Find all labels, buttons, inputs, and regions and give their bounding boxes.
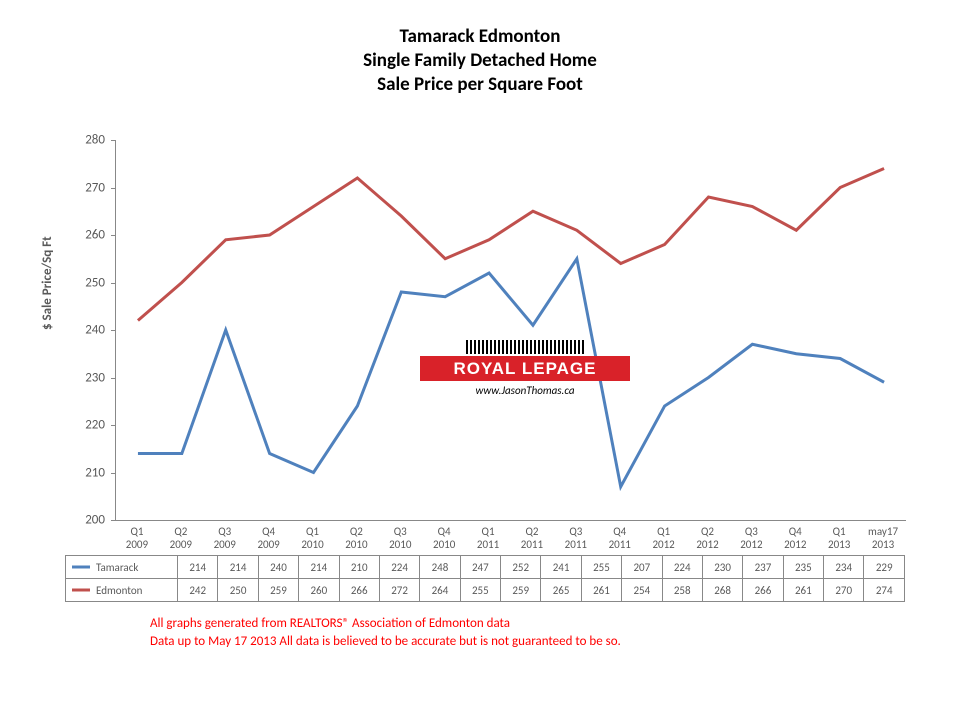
xtick-label: Q42010 — [422, 525, 466, 551]
value-cell: 268 — [702, 579, 742, 602]
value-cell: 254 — [622, 579, 662, 602]
xtick-label: may172013 — [861, 525, 905, 551]
value-cell: 266 — [339, 579, 379, 602]
xtick-label: Q32012 — [729, 525, 773, 551]
ytick-label: 230 — [65, 370, 105, 385]
y-axis-label: $ Sale Price/Sq Ft — [40, 236, 55, 330]
xtick-label: Q22010 — [334, 525, 378, 551]
series-name-cell: Tamarack — [66, 556, 178, 579]
series-name-cell: Edmonton — [66, 579, 178, 602]
ytick-label: 240 — [65, 323, 105, 338]
table-row: Tamarack21421424021421022424824725224125… — [66, 556, 905, 579]
value-cell: 229 — [864, 556, 905, 579]
xtick-label: Q42011 — [598, 525, 642, 551]
xtick-label: Q42009 — [247, 525, 291, 551]
xtick-label: Q22011 — [510, 525, 554, 551]
value-cell: 270 — [824, 579, 864, 602]
logo-brand: ROYAL LEPAGE — [420, 356, 630, 381]
footnote: All graphs generated from REALTORS® Asso… — [150, 615, 621, 650]
xtick-label: Q32010 — [378, 525, 422, 551]
footnote-line-2: Data up to May 17 2013 All data is belie… — [150, 633, 621, 651]
value-cell: 255 — [460, 579, 500, 602]
table-row: Edmonton24225025926026627226425525926526… — [66, 579, 905, 602]
value-cell: 240 — [258, 556, 298, 579]
plot-area — [115, 140, 906, 521]
value-cell: 242 — [178, 579, 218, 602]
value-cell: 237 — [743, 556, 783, 579]
logo-bars — [420, 340, 630, 354]
value-cell: 266 — [743, 579, 783, 602]
value-cell: 224 — [379, 556, 419, 579]
chart-area: 200210220230240250260270280Q12009Q22009Q… — [115, 140, 905, 520]
xtick-label: Q22012 — [686, 525, 730, 551]
data-table-body: Tamarack21421424021421022424824725224125… — [66, 556, 905, 602]
value-cell: 207 — [622, 556, 662, 579]
logo-url: www.JasonThomas.ca — [420, 384, 630, 397]
watermark-logo: ROYAL LEPAGE www.JasonThomas.ca — [420, 340, 630, 397]
title-line-1: Tamarack Edmonton — [0, 25, 960, 49]
xtick-label: Q32011 — [554, 525, 598, 551]
xtick-label: Q22009 — [159, 525, 203, 551]
value-cell: 214 — [299, 556, 339, 579]
ytick-label: 280 — [65, 133, 105, 148]
value-cell: 224 — [662, 556, 702, 579]
value-cell: 250 — [218, 579, 258, 602]
value-cell: 241 — [541, 556, 581, 579]
chart-title: Tamarack Edmonton Single Family Detached… — [0, 0, 960, 96]
xtick-label: Q12012 — [642, 525, 686, 551]
value-cell: 272 — [379, 579, 419, 602]
ytick-label: 200 — [65, 513, 105, 528]
title-line-3: Sale Price per Square Foot — [0, 73, 960, 97]
value-cell: 261 — [783, 579, 823, 602]
xtick-label: Q12010 — [291, 525, 335, 551]
data-table: Tamarack21421424021421022424824725224125… — [65, 555, 905, 602]
ytick-label: 260 — [65, 228, 105, 243]
value-cell: 247 — [460, 556, 500, 579]
xtick-label: Q32009 — [203, 525, 247, 551]
line-svg — [116, 140, 906, 520]
value-cell: 274 — [864, 579, 905, 602]
value-cell: 235 — [783, 556, 823, 579]
value-cell: 214 — [178, 556, 218, 579]
value-cell: 234 — [824, 556, 864, 579]
footnote-line-1: All graphs generated from REALTORS® Asso… — [150, 615, 621, 633]
xtick-label: Q12011 — [466, 525, 510, 551]
ytick-label: 210 — [65, 465, 105, 480]
value-cell: 261 — [581, 579, 621, 602]
ytick-label: 220 — [65, 418, 105, 433]
ytick-label: 270 — [65, 180, 105, 195]
xtick-label: Q12009 — [115, 525, 159, 551]
xtick-label: Q12013 — [817, 525, 861, 551]
value-cell: 259 — [258, 579, 298, 602]
value-cell: 255 — [581, 556, 621, 579]
value-cell: 260 — [299, 579, 339, 602]
value-cell: 258 — [662, 579, 702, 602]
xtick-label: Q42012 — [773, 525, 817, 551]
title-line-2: Single Family Detached Home — [0, 49, 960, 73]
ytick-label: 250 — [65, 275, 105, 290]
value-cell: 248 — [420, 556, 460, 579]
value-cell: 264 — [420, 579, 460, 602]
value-cell: 252 — [501, 556, 541, 579]
legend-swatch — [72, 566, 90, 569]
value-cell: 259 — [501, 579, 541, 602]
legend-swatch — [72, 589, 90, 592]
value-cell: 214 — [218, 556, 258, 579]
value-cell: 210 — [339, 556, 379, 579]
value-cell: 230 — [702, 556, 742, 579]
value-cell: 265 — [541, 579, 581, 602]
